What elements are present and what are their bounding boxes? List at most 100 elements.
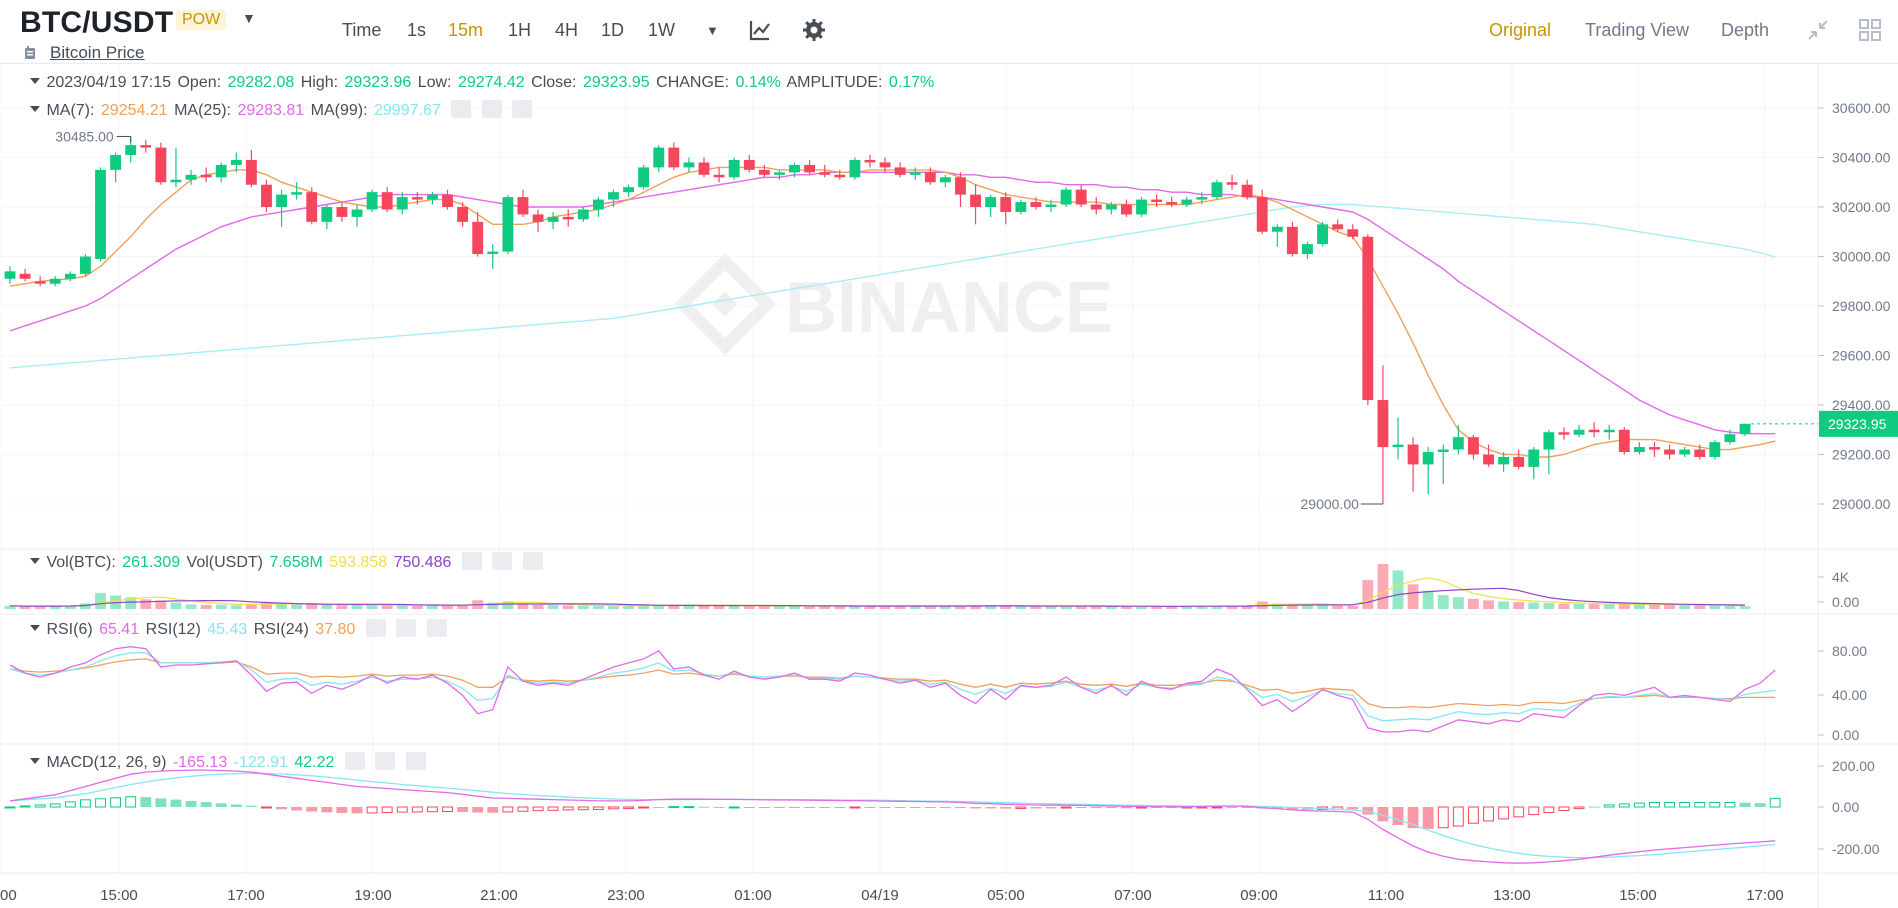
macd-histogram-bar — [1362, 807, 1374, 815]
candle-body — [34, 281, 46, 284]
vol-legend-toggle-icon[interactable] — [30, 558, 40, 564]
volume-bar — [34, 606, 46, 609]
more-intervals-chevron-icon[interactable]: ▼ — [706, 23, 719, 38]
macd-label: MACD(12, 26, 9) — [46, 754, 167, 771]
volume-bar — [1528, 602, 1540, 609]
rsi-settings-icon[interactable] — [396, 619, 417, 637]
interval-4h[interactable]: 4H — [555, 20, 579, 40]
candle-body — [1151, 199, 1163, 203]
interval-time[interactable]: Time — [342, 20, 382, 40]
legend-amplitude-value: 0.17% — [888, 74, 935, 91]
interval-1d[interactable]: 1D — [601, 20, 625, 40]
volume-bar — [683, 605, 695, 609]
settings-icon[interactable] — [481, 100, 502, 118]
eye-icon[interactable] — [451, 100, 472, 118]
interval-1w[interactable]: 1W — [648, 20, 675, 40]
volume-bar — [1588, 604, 1600, 609]
interval-15m[interactable]: 15m — [448, 20, 484, 40]
legend-open-label: Open: — [177, 74, 222, 91]
volume-bar — [638, 605, 650, 609]
chevron-down-icon[interactable]: ▼ — [242, 10, 256, 26]
pair-title[interactable]: BTC/USDT — [20, 6, 174, 39]
candle-body — [1075, 189, 1087, 205]
settings-gear-icon[interactable] — [802, 18, 826, 42]
candle-body — [638, 167, 650, 188]
macd-histogram-bar — [140, 797, 152, 807]
time-axis-label: 01:00 — [734, 887, 772, 904]
bitcoin-price-link[interactable]: Bitcoin Price — [50, 43, 145, 62]
candle-body — [743, 159, 755, 170]
macd-histogram-bar — [577, 806, 589, 811]
volume-bar — [170, 602, 182, 609]
view-tab-original[interactable]: Original — [1489, 20, 1552, 40]
interval-1h[interactable]: 1H — [508, 20, 532, 40]
macd-histogram-bar — [472, 807, 484, 813]
vol-settings-icon[interactable] — [492, 552, 513, 570]
macd-histogram-bar — [1241, 807, 1253, 808]
volume-bar — [1090, 606, 1102, 609]
candle-body — [1709, 442, 1721, 457]
macd-legend-toggle-icon[interactable] — [30, 758, 40, 764]
candle-body — [698, 162, 710, 175]
volume-bar — [19, 606, 31, 609]
price-axis-label: 29000.00 — [1832, 496, 1891, 512]
macd-histogram-bar — [19, 805, 31, 808]
candle-body — [19, 273, 31, 279]
grid-layout-icon[interactable] — [1858, 18, 1882, 42]
macd-histogram-bar — [849, 806, 861, 809]
volume-bar — [1105, 606, 1117, 609]
legend-change-label: CHANGE: — [656, 74, 730, 91]
macd-histogram-bar — [291, 807, 303, 811]
macd-histogram-bar — [879, 807, 891, 808]
kline-chart[interactable]: BINANCE 30600.00 30400.00 30200.00 30000.00… — [0, 64, 1898, 908]
macd-histogram-bar — [49, 803, 61, 808]
legend-toggle-icon[interactable] — [30, 78, 40, 84]
volume-bar — [1271, 603, 1283, 609]
volume-bar — [230, 605, 242, 609]
ma-legend-toggle-icon[interactable] — [30, 106, 40, 112]
candle-body — [95, 169, 106, 259]
macd-close-icon[interactable] — [405, 752, 426, 770]
candle-body — [1045, 204, 1057, 207]
interval-1s[interactable]: 1s — [407, 20, 427, 40]
candle-body — [502, 197, 514, 252]
macd-histogram-bar — [834, 807, 846, 808]
volume-bar — [1437, 595, 1449, 609]
close-icon[interactable] — [512, 100, 533, 118]
chart-area[interactable]: BINANCE 30600.00 30400.00 30200.00 30000.00… — [0, 64, 1898, 908]
vol-close-icon[interactable] — [522, 552, 543, 570]
macd-hist-value: 42.22 — [294, 754, 335, 771]
volume-bar — [381, 604, 393, 609]
volume-bar — [698, 605, 710, 609]
view-tab-depth[interactable]: Depth — [1721, 20, 1770, 40]
candle-body — [336, 207, 348, 217]
collapse-icon[interactable] — [1806, 18, 1830, 42]
candle-body — [245, 159, 257, 185]
macd-histogram-bar — [64, 801, 76, 808]
macd-histogram-bar — [276, 807, 287, 810]
macd-eye-icon[interactable] — [344, 752, 365, 770]
volume-bar — [1633, 604, 1645, 609]
rsi-close-icon[interactable] — [426, 619, 447, 637]
indicators-icon[interactable] — [748, 18, 772, 42]
volume-bar — [185, 604, 197, 609]
rsi24-value: 37.80 — [315, 621, 356, 638]
macd-histogram-bar — [457, 807, 469, 812]
macd-histogram-bar — [215, 803, 227, 807]
candle-body — [411, 197, 423, 200]
rsi-axis-label: 0.00 — [1832, 727, 1859, 743]
candle-body — [894, 167, 906, 175]
macd-settings-icon[interactable] — [375, 752, 396, 770]
volume-bar — [1679, 605, 1691, 609]
macd-histogram-bar — [955, 807, 966, 809]
candle-body — [472, 221, 484, 255]
macd-histogram-bar — [200, 802, 212, 807]
volume-bar — [1468, 598, 1479, 609]
vol-eye-icon[interactable] — [461, 552, 482, 570]
price-axis-label: 30200.00 — [1832, 199, 1891, 215]
rsi-legend-toggle-icon[interactable] — [30, 625, 40, 631]
candle-body — [1498, 456, 1510, 465]
view-tab-trading-view[interactable]: Trading View — [1585, 20, 1690, 40]
rsi-eye-icon[interactable] — [365, 619, 386, 637]
candle-body — [955, 177, 966, 195]
